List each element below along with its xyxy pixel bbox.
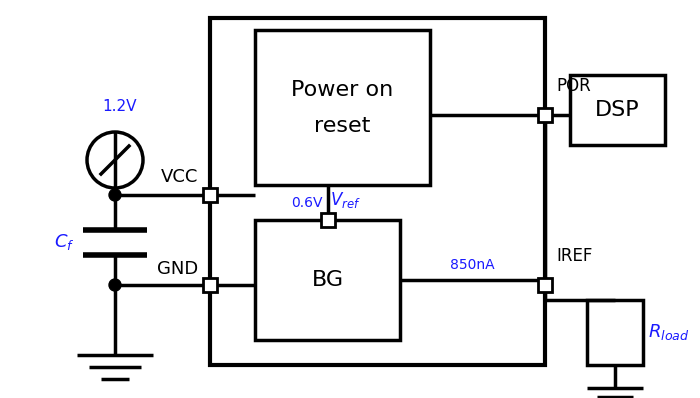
Text: GND: GND [157, 260, 198, 278]
Text: DSP: DSP [595, 100, 640, 120]
Text: VCC: VCC [160, 168, 198, 186]
Bar [538, 278, 552, 292]
Bar [203, 278, 217, 292]
Bar [255, 30, 430, 185]
Bar [538, 108, 552, 122]
Circle shape [109, 279, 121, 291]
Text: IREF: IREF [556, 247, 592, 265]
Bar [255, 220, 400, 340]
Bar [570, 75, 665, 145]
Text: $C_f$: $C_f$ [55, 232, 75, 252]
Bar [210, 18, 545, 365]
Text: POR: POR [556, 77, 591, 95]
Text: 0.6V: 0.6V [291, 196, 323, 210]
Bar [587, 300, 643, 365]
Text: Power on: Power on [291, 80, 393, 100]
Text: $V_{ref}$: $V_{ref}$ [330, 190, 361, 210]
Bar [203, 188, 217, 202]
Bar [321, 213, 335, 227]
Text: 850nA: 850nA [450, 258, 495, 272]
Circle shape [109, 189, 121, 201]
Text: reset: reset [314, 115, 371, 135]
Text: 1.2V: 1.2V [103, 99, 137, 114]
Text: $R_{load}$: $R_{load}$ [648, 322, 690, 343]
Text: BG: BG [312, 270, 344, 290]
